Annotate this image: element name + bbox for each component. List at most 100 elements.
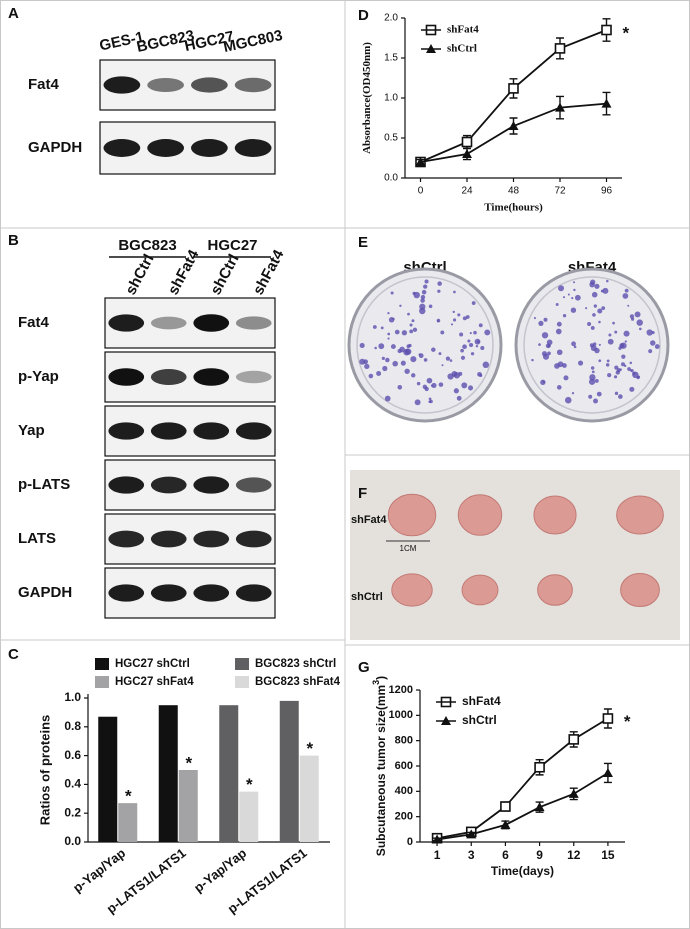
- colony: [437, 281, 442, 286]
- colony: [547, 351, 551, 356]
- marker: [568, 788, 579, 798]
- significance-star: *: [306, 739, 313, 758]
- y-tick-label: 2.0: [384, 13, 398, 24]
- x-tick-label: 96: [601, 186, 613, 197]
- band: [147, 78, 184, 92]
- band: [108, 530, 145, 548]
- row-label: shCtrl: [351, 591, 383, 603]
- group-label: HGC27: [207, 237, 257, 254]
- y-axis-title: Ratios of proteins: [37, 715, 52, 826]
- colony: [410, 356, 417, 363]
- colony: [556, 349, 563, 356]
- colony: [591, 370, 595, 374]
- legend-label: BGC823 shFat4: [255, 676, 341, 688]
- colony: [607, 338, 614, 345]
- y-tick-label: 800: [395, 735, 413, 747]
- colony: [440, 330, 445, 335]
- bar: [98, 716, 118, 842]
- colony: [590, 326, 595, 330]
- y-tick-label: 0: [407, 836, 413, 848]
- colony: [616, 368, 621, 373]
- colony: [555, 303, 559, 306]
- colony: [634, 311, 641, 318]
- x-tick-label: 72: [554, 186, 566, 197]
- colony: [573, 281, 576, 284]
- colony: [381, 356, 385, 360]
- colony: [540, 379, 546, 386]
- colony: [606, 359, 610, 363]
- marker: [601, 98, 612, 108]
- significance-star: *: [624, 712, 631, 731]
- colony: [409, 329, 414, 334]
- colony: [612, 321, 615, 325]
- marker: [568, 734, 580, 745]
- colony: [651, 331, 655, 335]
- colony: [538, 320, 544, 326]
- colony: [411, 319, 415, 323]
- colony: [418, 353, 421, 356]
- legend-label: HGC27 shFat4: [115, 676, 194, 688]
- colony: [636, 375, 640, 380]
- colony: [636, 319, 643, 326]
- lane-label: shCtrl: [122, 251, 157, 297]
- colony: [397, 348, 402, 354]
- colony: [629, 314, 635, 319]
- colony: [650, 340, 656, 346]
- band: [150, 476, 187, 494]
- colony: [598, 359, 602, 363]
- colony: [590, 366, 595, 370]
- colony: [473, 330, 477, 335]
- row-label: Yap: [18, 422, 45, 439]
- colony: [420, 294, 426, 300]
- colony: [629, 361, 633, 365]
- colony: [479, 373, 483, 378]
- colony: [620, 342, 627, 349]
- row-label: GAPDH: [18, 584, 72, 601]
- colony: [382, 365, 388, 372]
- colony: [618, 394, 623, 399]
- colony: [613, 375, 618, 379]
- row-label: p-Yap: [18, 368, 59, 385]
- colony: [390, 344, 396, 350]
- colony: [422, 384, 428, 390]
- band: [235, 584, 272, 602]
- series-line: [436, 772, 609, 841]
- row-label: GAPDH: [28, 139, 82, 156]
- colony: [460, 348, 464, 353]
- colony: [629, 386, 635, 392]
- colony: [571, 341, 576, 347]
- panel-label: D: [358, 7, 369, 24]
- band: [103, 139, 141, 157]
- band: [108, 476, 145, 494]
- colony: [414, 399, 421, 406]
- x-tick-label: 3: [468, 848, 475, 862]
- marker: [534, 761, 545, 773]
- colony: [623, 330, 630, 337]
- colony: [543, 317, 548, 322]
- row-label: p-LATS: [18, 476, 70, 493]
- colony: [562, 296, 566, 299]
- band: [103, 76, 141, 94]
- colony: [570, 307, 577, 313]
- lane-label: shCtrl: [207, 251, 242, 297]
- band: [150, 530, 187, 548]
- colony: [424, 279, 429, 284]
- colony: [546, 339, 553, 346]
- legend-label: shFat4: [462, 694, 501, 708]
- colony: [624, 340, 627, 343]
- marker: [602, 767, 613, 777]
- x-axis-title: Time(days): [491, 864, 554, 878]
- colony: [556, 385, 562, 390]
- colony: [404, 348, 412, 355]
- group-label: BGC823: [118, 237, 176, 254]
- colony: [592, 342, 597, 346]
- colony: [416, 381, 421, 386]
- band: [150, 422, 187, 440]
- y-tick-label: 1000: [389, 709, 413, 721]
- tumor: [387, 493, 437, 537]
- colony: [453, 318, 457, 322]
- colony: [533, 317, 536, 320]
- colony: [622, 293, 629, 299]
- bar: [239, 791, 259, 842]
